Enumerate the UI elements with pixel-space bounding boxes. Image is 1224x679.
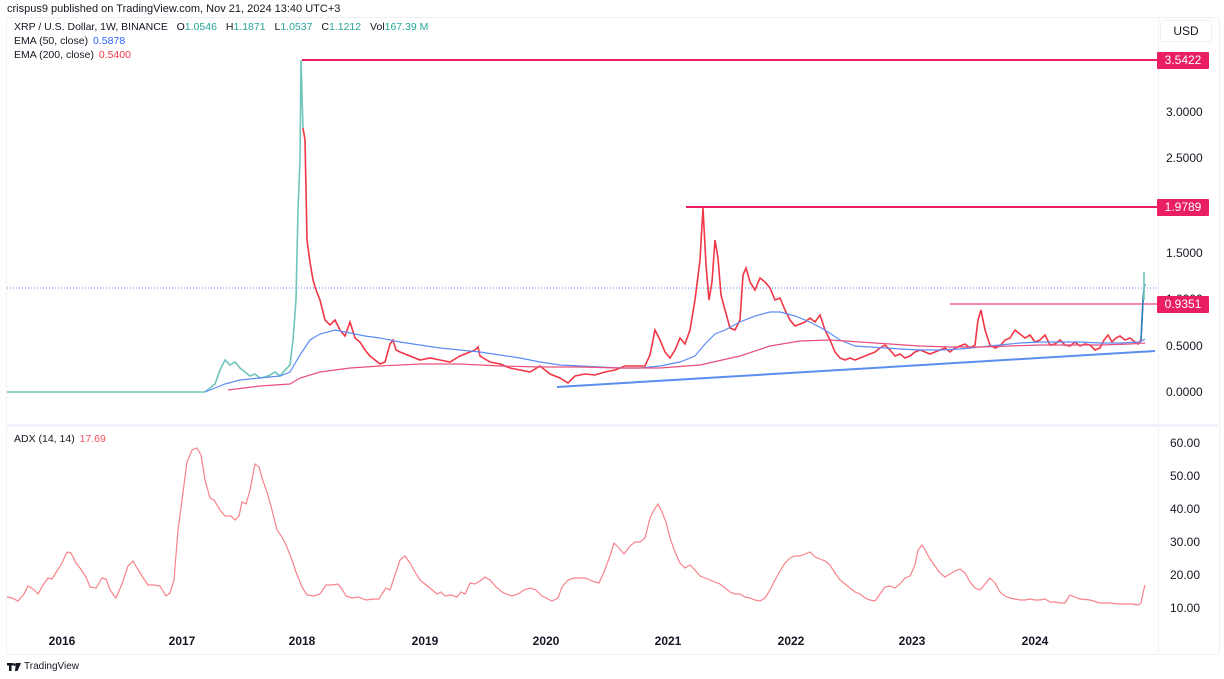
volume-label: Vol (370, 21, 385, 33)
ema50-legend[interactable]: EMA (50, close) 0.5878 (14, 35, 125, 47)
adx-tick: 10.00 (1170, 601, 1201, 615)
adx-legend[interactable]: ADX (14, 14) 17.69 (14, 433, 106, 445)
ema50-label: EMA (50, close) (14, 35, 89, 47)
chart-frame (6, 17, 1220, 655)
ema200-value: 0.5400 (98, 49, 131, 61)
ema200-legend[interactable]: EMA (200, close) 0.5400 (14, 49, 131, 61)
price-tick: 0.0000 (1166, 385, 1203, 399)
symbol-legend[interactable]: XRP / U.S. Dollar, 1W, BINANCE O1.0546 H… (14, 21, 428, 33)
level-label-1-9789[interactable]: 1.9789 (1157, 199, 1209, 216)
tradingview-brand[interactable]: TradingView (7, 661, 79, 672)
currency-button[interactable]: USD (1160, 20, 1212, 42)
level-label-0-9351[interactable]: 0.9351 (1157, 296, 1209, 313)
open-value: 1.0546 (184, 21, 217, 33)
tradingview-logo-icon (7, 662, 21, 671)
time-tick: 2016 (48, 634, 76, 648)
price-tick: 3.0000 (1166, 105, 1203, 119)
time-tick: 2020 (532, 634, 560, 648)
adx-tick: 20.00 (1170, 568, 1201, 582)
low-label: L (274, 21, 281, 33)
open-label: O (176, 21, 185, 33)
ema200-label: EMA (200, close) (14, 49, 94, 61)
adx-tick: 40.00 (1170, 502, 1201, 516)
publisher-line: crispus9 published on TradingView.com, N… (7, 3, 341, 15)
ema50-value: 0.5878 (93, 35, 126, 47)
close-label: C (321, 21, 329, 33)
price-tick: 0.5000 (1166, 339, 1203, 353)
price-tick: 2.5000 (1166, 151, 1203, 165)
price-scale-divider (1158, 17, 1159, 653)
level-label-3-5422[interactable]: 3.5422 (1157, 52, 1209, 69)
brand-label: TradingView (24, 661, 80, 672)
ema50-line (204, 311, 1146, 393)
pane-divider[interactable] (6, 424, 1218, 427)
adx-tick: 30.00 (1170, 535, 1201, 549)
time-tick: 2022 (777, 634, 805, 648)
price-candles (7, 59, 1146, 393)
adx-line (6, 447, 1071, 604)
price-tick: 1.5000 (1166, 246, 1203, 260)
adx-value: 17.69 (79, 433, 106, 445)
time-tick: 2024 (1021, 634, 1049, 648)
high-value: 1.1871 (233, 21, 266, 33)
time-tick: 2023 (898, 634, 926, 648)
symbol-title: XRP / U.S. Dollar, 1W, BINANCE (14, 21, 168, 33)
high-label: H (225, 21, 234, 33)
ema200-line (227, 339, 1146, 391)
adx-tick: 50.00 (1170, 469, 1201, 483)
adx-label: ADX (14, 14) (14, 433, 75, 445)
time-tick: 2021 (654, 634, 682, 648)
low-value: 1.0537 (280, 21, 313, 33)
adx-tick: 60.00 (1170, 436, 1201, 450)
volume-value: 167.39 M (384, 21, 429, 33)
time-tick: 2018 (288, 634, 316, 648)
time-tick: 2017 (168, 634, 196, 648)
support-trendline (556, 350, 1156, 388)
time-tick: 2019 (411, 634, 439, 648)
close-value: 1.1212 (328, 21, 362, 33)
